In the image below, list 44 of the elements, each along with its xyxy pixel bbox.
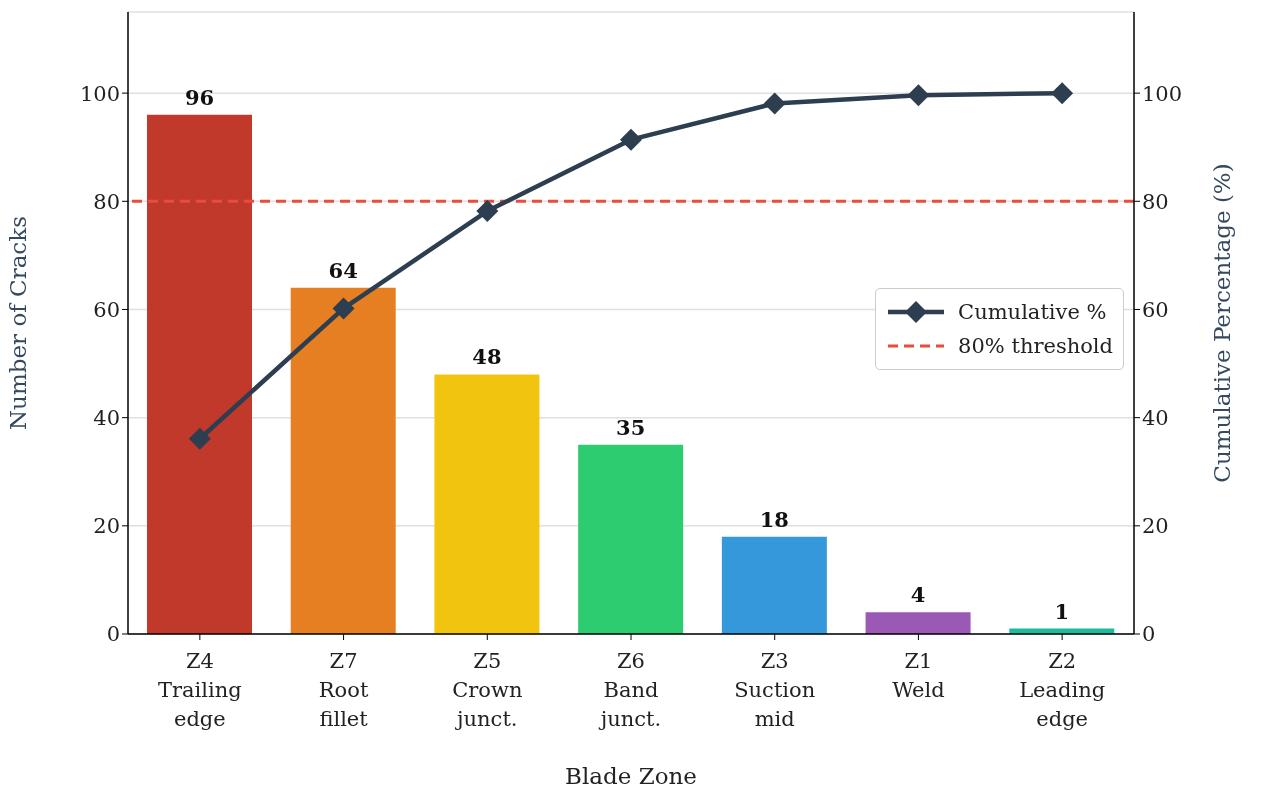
point [332,297,355,320]
point [1051,82,1074,105]
y2-tick-label: 20 [1142,514,1169,539]
bar [147,114,252,634]
bar [865,612,971,634]
y-tick-label: 100 [79,81,120,106]
data-label: 18 [759,506,789,532]
data-label: 4 [910,582,926,608]
point [620,128,642,151]
y-tick-label: 60 [93,297,120,322]
y2-tick-label: 80 [1142,189,1169,214]
x-tick-label: Z4 Trailing edge [158,649,242,731]
bar [721,536,827,634]
data-label: 35 [616,414,646,440]
y-tick-label: 0 [106,622,120,647]
data-label: 48 [472,344,502,370]
point [763,92,786,115]
y-tick-label: 40 [93,406,120,431]
x-tick-label: Z7 Root fillet [318,649,369,731]
x-axis-title: Blade Zone [565,763,697,789]
y-tick-label: 20 [93,514,120,539]
data-label: 1 [1054,598,1070,624]
data-label: 64 [328,257,358,283]
bar [578,444,684,634]
x-tick-label: Z5 Crown junct. [452,649,523,731]
y-tick-label: 80 [93,189,120,214]
point [907,84,930,107]
legend-label: Cumulative % [958,300,1107,324]
x-tick-label: Z1 Weld [892,649,945,702]
y2-tick-label: 60 [1142,297,1169,322]
point [476,200,499,223]
legend-label: 80% threshold [958,334,1113,358]
x-tick-label: Z3 Suction mid [734,649,816,731]
data-label: 96 [184,84,215,110]
bar [434,374,540,634]
point [188,427,211,450]
y2-axis-title: Cumulative Percentage (%) [1209,163,1236,483]
y2-tick-label: 0 [1142,622,1156,647]
bar [290,287,396,634]
x-tick-label: Z6 Band junct. [597,649,662,731]
x-tick-label: Z2 Leading edge [1019,649,1106,731]
y2-tick-label: 40 [1142,406,1169,431]
y2-tick-label: 100 [1142,81,1183,106]
y-axis-title: Number of Cracks [5,216,32,430]
